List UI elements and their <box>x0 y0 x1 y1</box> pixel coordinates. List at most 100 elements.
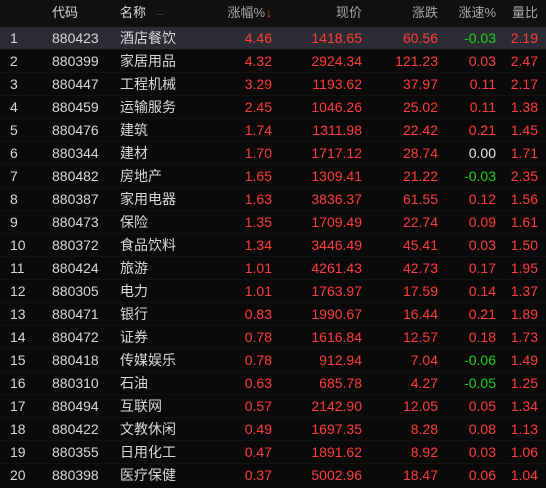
row-volume-ratio: 2.17 <box>510 76 538 92</box>
row-speed: 0.05 <box>468 398 496 414</box>
row-code: 880399 <box>52 53 99 69</box>
row-change: 12.05 <box>402 398 438 414</box>
header-change-pct-label: 涨幅% <box>227 5 265 20</box>
table-row[interactable]: 12 880305 电力 1.01 1763.97 17.59 0.14 1.37 <box>0 279 546 302</box>
row-speed: 0.00 <box>468 145 496 161</box>
row-volume-ratio: 2.19 <box>510 30 538 46</box>
row-volume-ratio: 1.71 <box>510 145 538 161</box>
row-change: 28.74 <box>402 145 438 161</box>
table-row[interactable]: 19 880355 日用化工 0.47 1891.62 8.92 0.03 1.06 <box>0 440 546 463</box>
row-index: 2 <box>10 53 18 69</box>
table-row[interactable]: 8 880387 家用电器 1.63 3836.37 61.55 0.12 1.56 <box>0 187 546 210</box>
header-change[interactable]: 涨跌 <box>411 5 438 20</box>
row-change: 121.23 <box>395 53 438 69</box>
row-index: 11 <box>10 260 25 276</box>
row-index: 8 <box>10 191 18 207</box>
table-row[interactable]: 10 880372 食品饮料 1.34 3446.49 45.41 0.03 1.50 <box>0 233 546 256</box>
row-volume-ratio: 1.34 <box>510 398 538 414</box>
row-volume-ratio: 1.45 <box>510 122 538 138</box>
row-volume-ratio: 1.06 <box>510 444 538 460</box>
row-code: 880418 <box>52 352 99 368</box>
row-price: 1309.41 <box>311 168 362 184</box>
header-volume-ratio[interactable]: 量比 <box>511 5 538 20</box>
table-row[interactable]: 14 880472 证券 0.78 1616.84 12.57 0.18 1.73 <box>0 325 546 348</box>
row-speed: 0.11 <box>469 99 496 115</box>
row-name: 酒店餐饮 <box>120 30 176 46</box>
row-volume-ratio: 1.61 <box>510 214 538 230</box>
row-price: 1311.98 <box>312 122 362 138</box>
row-index: 5 <box>10 122 18 138</box>
row-code: 880471 <box>52 306 99 322</box>
row-change: 37.97 <box>402 76 438 92</box>
row-change: 45.41 <box>402 237 438 253</box>
table-row[interactable]: 7 880482 房地产 1.65 1309.41 21.22 -0.03 2.35 <box>0 164 546 187</box>
row-speed: 0.12 <box>468 191 496 207</box>
row-volume-ratio: 2.47 <box>510 53 538 69</box>
table-row[interactable]: 16 880310 石油 0.63 685.78 4.27 -0.05 1.25 <box>0 371 546 394</box>
row-change: 18.47 <box>402 467 438 483</box>
row-volume-ratio: 1.56 <box>510 191 538 207</box>
header-price[interactable]: 现价 <box>335 5 362 20</box>
row-code: 880472 <box>52 329 99 345</box>
header-name-label: 名称 <box>120 5 147 20</box>
table-row[interactable]: 15 880418 传媒娱乐 0.78 912.94 7.04 -0.06 1.49 <box>0 348 546 371</box>
table-row[interactable]: 3 880447 工程机械 3.29 1193.62 37.97 0.11 2.17 <box>0 72 546 95</box>
row-price: 1990.67 <box>311 306 362 322</box>
table-row[interactable]: 6 880344 建材 1.70 1717.12 28.74 0.00 1.71 <box>0 141 546 164</box>
header-index <box>0 0 38 26</box>
row-price: 1709.49 <box>311 214 362 230</box>
row-change-pct: 1.63 <box>244 191 272 207</box>
row-price: 685.78 <box>319 375 362 391</box>
row-price: 1616.84 <box>311 329 362 345</box>
row-index: 9 <box>10 214 18 230</box>
header-change-pct[interactable]: 涨幅%↓ <box>196 0 282 26</box>
header-speed[interactable]: 涨速% <box>458 5 496 20</box>
row-code: 880424 <box>52 260 99 276</box>
table-row[interactable]: 11 880424 旅游 1.01 4261.43 42.73 0.17 1.95 <box>0 256 546 279</box>
header-code[interactable]: 代码 <box>52 5 79 20</box>
row-change-pct: 1.70 <box>244 145 272 161</box>
row-name: 证券 <box>120 329 148 345</box>
table-row[interactable]: 5 880476 建筑 1.74 1311.98 22.42 0.21 1.45 <box>0 118 546 141</box>
row-change: 21.22 <box>402 168 438 184</box>
row-speed: 0.11 <box>469 76 496 92</box>
row-price: 2924.34 <box>311 53 362 69</box>
row-index: 13 <box>10 306 26 322</box>
row-speed: 0.18 <box>468 329 496 345</box>
row-index: 14 <box>10 329 26 345</box>
table-row[interactable]: 17 880494 互联网 0.57 2142.90 12.05 0.05 1.34 <box>0 394 546 417</box>
table-row[interactable]: 20 880398 医疗保健 0.37 5002.96 18.47 0.06 1.04 <box>0 463 546 486</box>
table-row[interactable]: 13 880471 银行 0.83 1990.67 16.44 0.21 1.89 <box>0 302 546 325</box>
row-change-pct: 1.01 <box>244 260 272 276</box>
row-change: 8.92 <box>410 444 438 460</box>
row-change: 4.27 <box>410 375 438 391</box>
row-name: 互联网 <box>120 398 162 414</box>
table-row[interactable]: 1 880423 酒店餐饮 4.46 1418.65 60.56 -0.03 2.19 <box>0 26 546 49</box>
row-change: 22.74 <box>402 214 438 230</box>
table-row[interactable]: 4 880459 运输服务 2.45 1046.26 25.02 0.11 1.38 <box>0 95 546 118</box>
header-name[interactable]: 名称 ··· <box>110 0 196 26</box>
row-index: 12 <box>10 283 26 299</box>
row-change: 16.44 <box>402 306 438 322</box>
row-index: 17 <box>10 398 26 414</box>
row-name: 石油 <box>120 375 148 391</box>
row-speed: 0.21 <box>468 306 496 322</box>
more-dots-icon[interactable]: ··· <box>156 9 164 20</box>
row-index: 20 <box>10 467 26 483</box>
table-row[interactable]: 2 880399 家居用品 4.32 2924.34 121.23 0.03 2.47 <box>0 49 546 72</box>
row-change: 42.73 <box>402 260 438 276</box>
row-price: 1697.35 <box>311 421 362 437</box>
row-change-pct: 3.29 <box>244 76 272 92</box>
row-speed: -0.03 <box>464 30 496 46</box>
row-change-pct: 4.32 <box>244 53 272 69</box>
row-change-pct: 1.35 <box>244 214 272 230</box>
table-row[interactable]: 9 880473 保险 1.35 1709.49 22.74 0.09 1.61 <box>0 210 546 233</box>
table-header: 代码 名称 ··· 涨幅%↓ 现价 涨跌 涨速% 量比 <box>0 0 546 26</box>
row-volume-ratio: 1.37 <box>510 283 538 299</box>
row-change-pct: 0.47 <box>244 444 272 460</box>
row-price: 4261.43 <box>311 260 362 276</box>
row-speed: -0.06 <box>464 352 496 368</box>
row-price: 5002.96 <box>311 467 362 483</box>
row-name: 建筑 <box>120 122 148 138</box>
table-row[interactable]: 18 880422 文教休闲 0.49 1697.35 8.28 0.08 1.13 <box>0 417 546 440</box>
